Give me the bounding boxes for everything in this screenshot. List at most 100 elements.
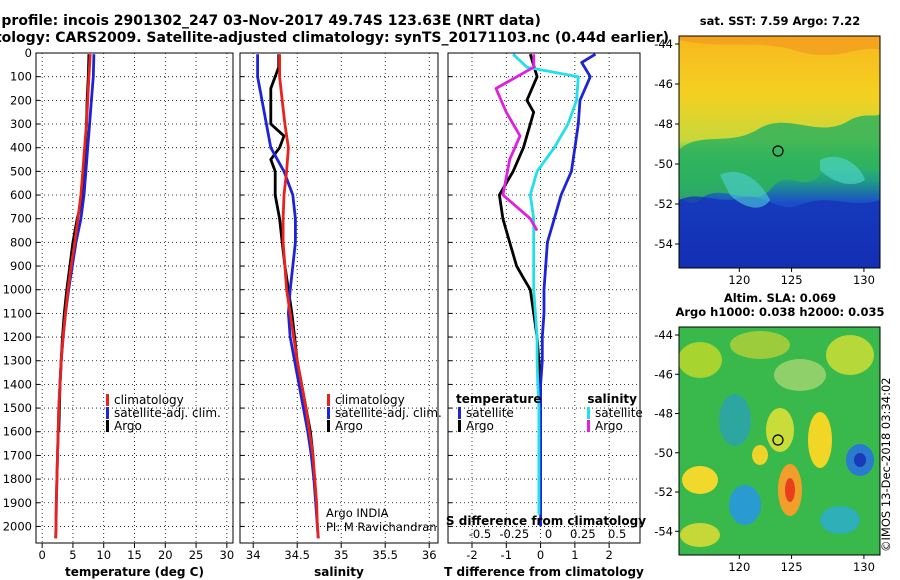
sla-map-frame (678, 326, 881, 556)
series-argo (269, 54, 315, 456)
top-tick-label: -0.25 (499, 527, 529, 541)
series-climatology (54, 54, 92, 539)
x-tick-label: 34.5 (284, 548, 310, 562)
series-temperature-satellite (539, 53, 597, 527)
lat-tick-label: -44 (654, 328, 673, 342)
legend-title-salinity: salinity (587, 392, 637, 406)
depth-tick-label: 1800 (3, 472, 32, 486)
series-temperature-argo (497, 53, 542, 432)
temperature-legend: climatology satellite-adj. clim. Argo (106, 393, 221, 433)
depth-tick-label: 500 (10, 164, 32, 178)
lon-tick-label: 130 (853, 560, 875, 574)
lat-tick-label: -46 (654, 367, 673, 381)
depth-tick-label: 700 (10, 212, 32, 226)
legend-swatch-sal-argo (587, 420, 590, 432)
lat-tick-label: -52 (654, 485, 673, 499)
depth-tick-label: 800 (10, 235, 32, 249)
depth-tick-label: 1600 (3, 425, 32, 439)
series-climatology (278, 54, 320, 539)
lon-tick-label: 120 (728, 560, 750, 574)
depth-tick-label: 1500 (3, 401, 32, 415)
salinity-legend: climatology satellite-adj. clim. Argo Ar… (326, 393, 442, 534)
depth-tick-label: 100 (10, 70, 32, 84)
series-salinity-argo (494, 54, 539, 232)
x-tick-label: 30 (220, 548, 235, 562)
depth-tick-label: 300 (10, 117, 32, 131)
legend-label-sal-satellite: satellite (595, 406, 643, 420)
lat-tick-label: -48 (654, 407, 673, 421)
salinity-panel: 34 34.5 35 35.5 36 salinity (239, 52, 439, 579)
x-tick-label: 20 (158, 548, 173, 562)
legend-swatch-temp-argo (458, 420, 461, 432)
imos-credit: ©IMOS 13-Dec-2018 03:34:02 (879, 377, 893, 552)
x-tick-label: 2 (605, 548, 612, 562)
x-tick-label: 10 (96, 548, 111, 562)
lat-tick-label: -44 (654, 37, 673, 51)
depth-tick-label: 1000 (3, 283, 32, 297)
sla-map: Altim. SLA: 0.069 Argo h1000: 0.038 h200… (654, 291, 884, 574)
sla-map-title-line1: Altim. SLA: 0.069 (724, 291, 836, 305)
x-tick-label: 0 (537, 548, 544, 562)
x-tick-label: 0 (38, 548, 45, 562)
legend-label-satellite: satellite-adj. clim. (335, 406, 442, 420)
x-tick-label: -2 (466, 548, 477, 562)
top-tick-label: 0.5 (608, 527, 626, 541)
series-satellite-adj-clim- (54, 54, 96, 539)
depth-tick-label: 1400 (3, 377, 32, 391)
lat-tick-label: -54 (654, 237, 673, 251)
depth-tick-label: 2000 (3, 519, 32, 533)
legend-swatch-argo (327, 420, 330, 432)
figure-title-line1: Argo profile: incois 2901302_247 03-Nov-… (0, 13, 541, 29)
x-tick-label: 15 (127, 548, 142, 562)
annotation-pi: PI: M Ravichandran (326, 520, 437, 534)
legend-swatch-temp-satellite (458, 407, 461, 419)
legend-label-temp-argo: Argo (466, 419, 494, 433)
depth-tick-label: 1900 (3, 496, 32, 510)
depth-tick-label: 400 (10, 141, 32, 155)
lat-tick-label: -48 (654, 117, 673, 131)
top-tick-label: 0 (545, 527, 552, 541)
top-tick-label: -0.5 (469, 527, 491, 541)
lat-tick-label: -50 (654, 446, 673, 460)
sst-map-title: sat. SST: 7.59 Argo: 7.22 (700, 14, 860, 28)
plot-frame (447, 52, 641, 544)
x-tick-label: 1 (571, 548, 578, 562)
lon-tick-label: 125 (781, 273, 803, 287)
legend-swatch-climatology (106, 394, 109, 406)
x-tick-label: 34 (246, 548, 261, 562)
depth-tick-label: 0 (25, 46, 32, 60)
sst-map-frame (678, 35, 881, 269)
legend-label-argo: Argo (114, 419, 142, 433)
depth-tick-label: 1700 (3, 448, 32, 462)
x-axis-label: temperature (deg C) (65, 565, 204, 579)
lat-tick-label: -52 (654, 197, 673, 211)
legend-label-argo: Argo (335, 419, 363, 433)
lat-tick-label: -46 (654, 77, 673, 91)
depth-tick-label: 1200 (3, 330, 32, 344)
sla-map-title-line2: Argo h1000: 0.038 h2000: 0.035 (675, 305, 884, 319)
difference-legend: temperature salinity satellite Argo sate… (446, 392, 646, 528)
sst-map: sat. SST: 7.59 Argo: 7.22 -44 -46 -48 -50 -5… (654, 14, 881, 287)
lon-tick-label: 120 (728, 273, 750, 287)
plot-frame (35, 52, 234, 544)
legend-label-sal-argo: Argo (595, 419, 623, 433)
series-salinity-satellite (512, 53, 580, 515)
top-tick-label: 0.25 (570, 527, 596, 541)
legend-label-satellite: satellite-adj. clim. (114, 406, 221, 420)
legend-label-climatology: climatology (114, 393, 184, 407)
figure-title-line2: Climatology: CARS2009. Satellite-adjuste… (0, 30, 669, 46)
plot-frame (239, 52, 439, 544)
legend-swatch-argo (106, 420, 109, 432)
legend-label-climatology: climatology (335, 393, 405, 407)
lon-tick-label: 130 (853, 273, 875, 287)
lat-tick-label: -54 (654, 524, 673, 538)
legend-title-temperature: temperature (456, 392, 541, 406)
s-difference-axis-label: S difference from climatology (446, 514, 646, 528)
x-tick-label: 36 (422, 548, 437, 562)
annotation-argo-india: Argo INDIA (326, 506, 389, 520)
legend-swatch-sal-satellite (587, 407, 590, 419)
legend-label-temp-satellite: satellite (466, 406, 514, 420)
depth-tick-label: 1100 (3, 306, 32, 320)
lon-tick-label: 125 (781, 560, 803, 574)
